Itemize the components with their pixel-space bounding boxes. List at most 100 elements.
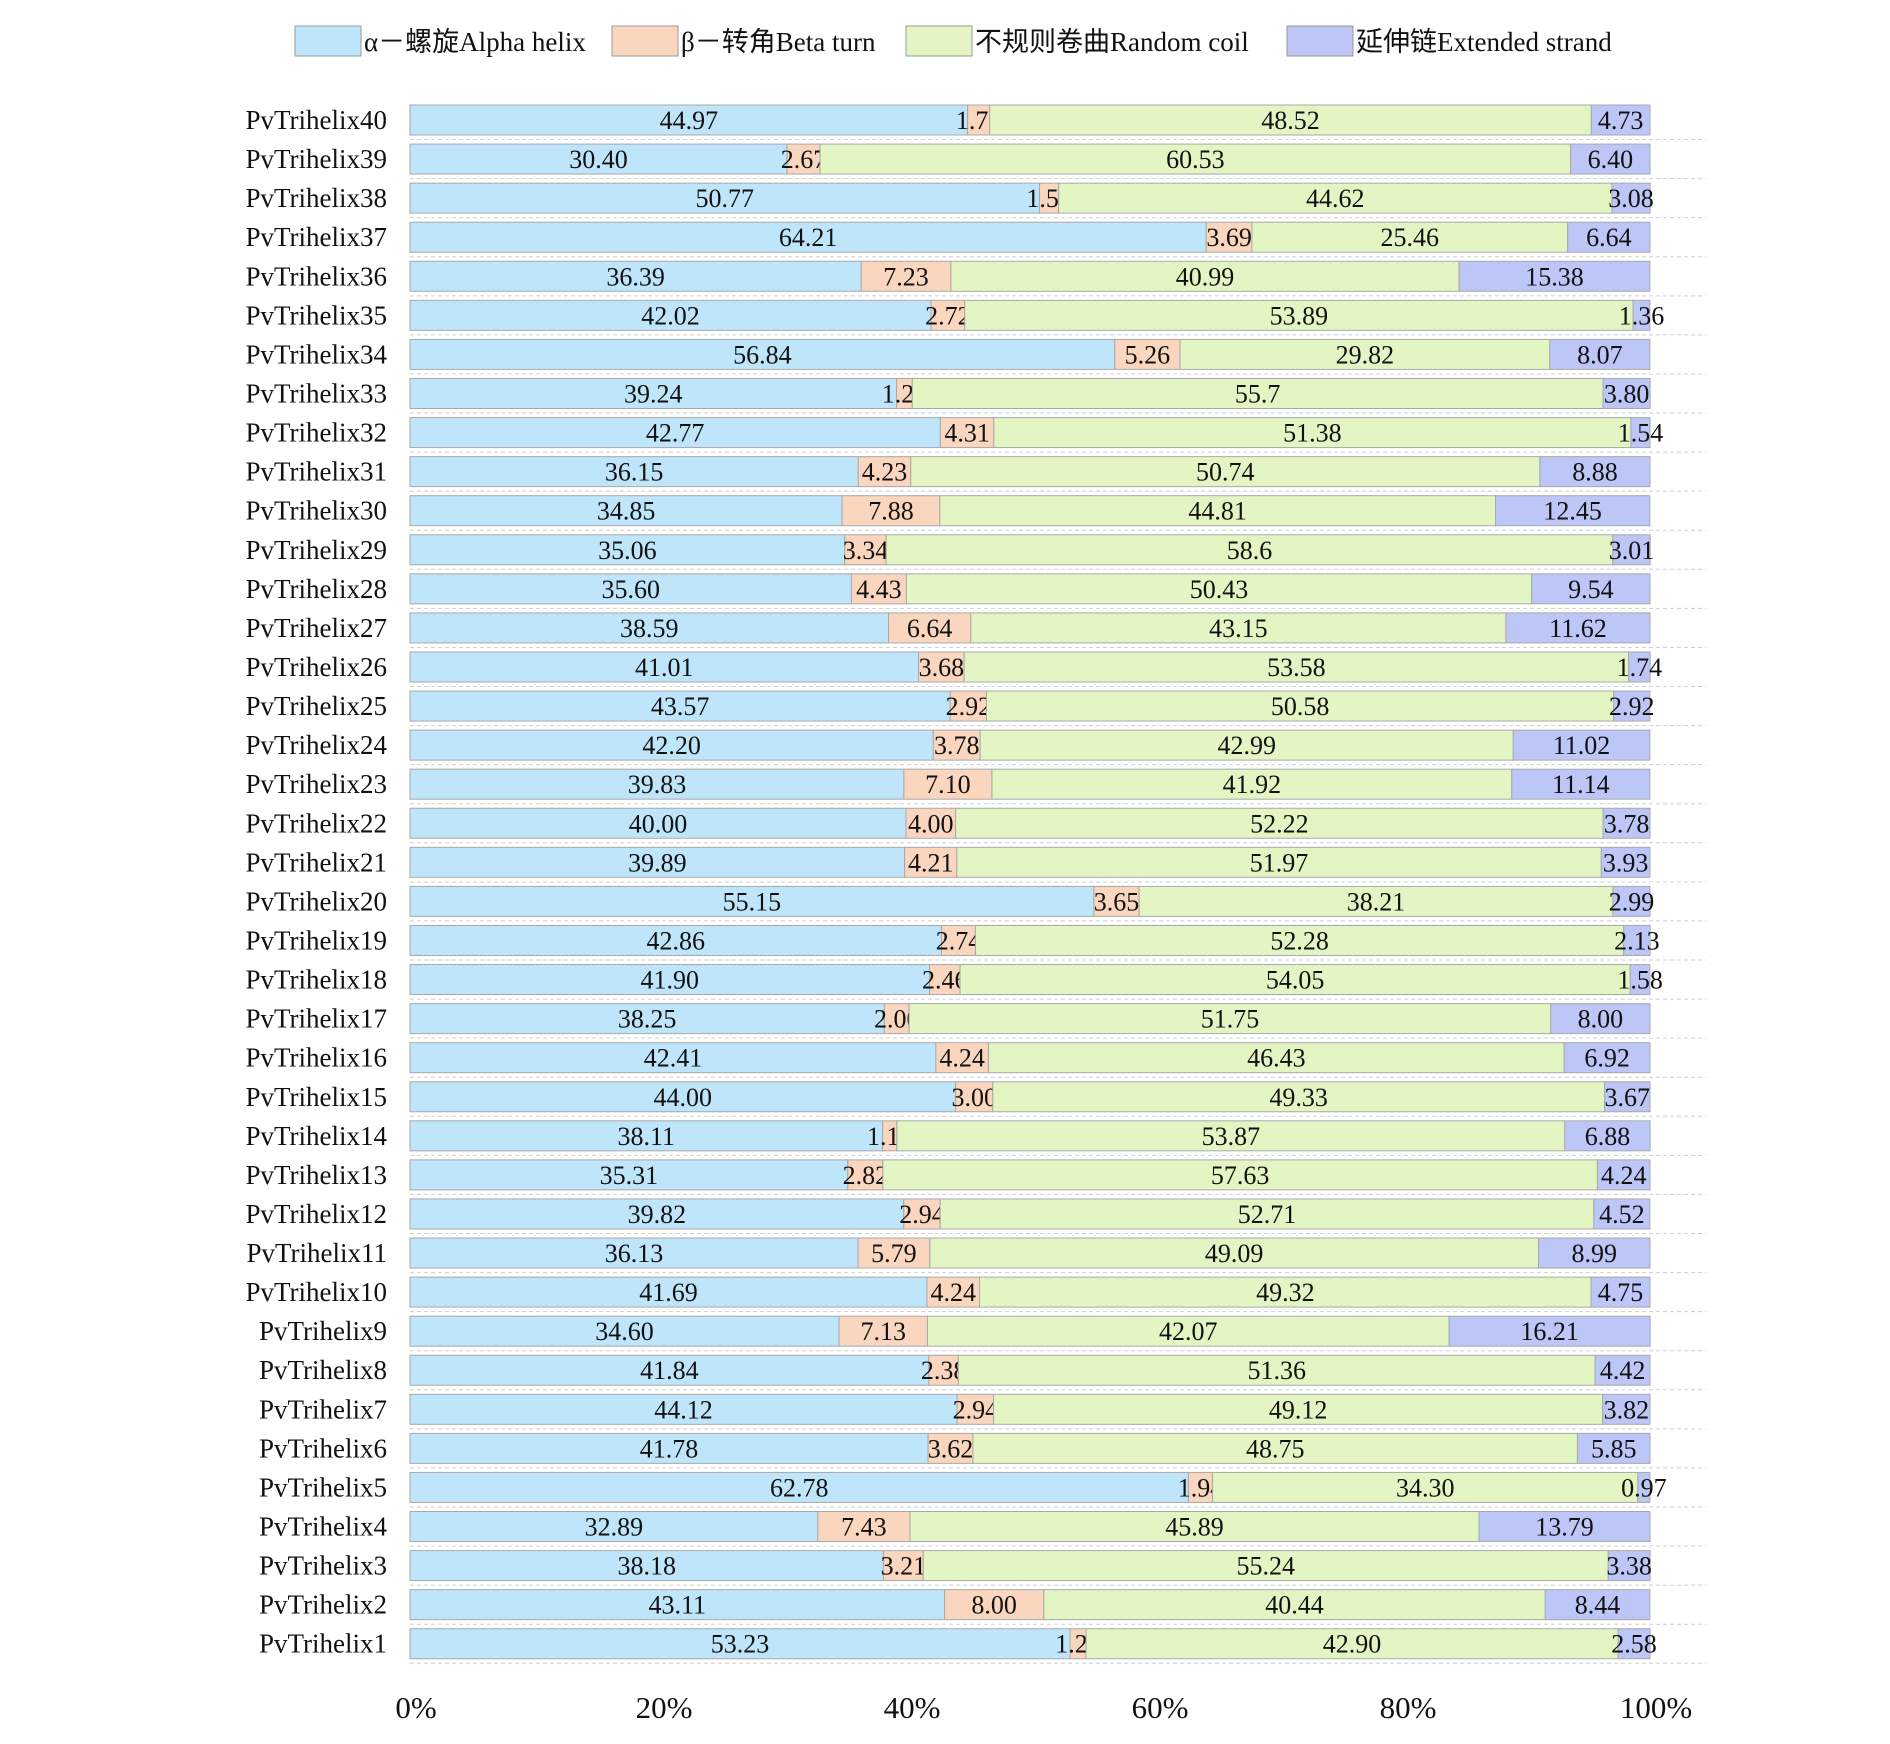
- data-label: 60.53: [1166, 145, 1225, 174]
- data-label: 5.79: [871, 1239, 917, 1268]
- category-label: PvTrihelix37: [245, 222, 387, 252]
- bar-segment: [409, 338, 1116, 370]
- data-label: 1.54: [1618, 419, 1664, 448]
- data-label: 1.36: [1619, 301, 1665, 330]
- data-label: 53.58: [1267, 653, 1326, 682]
- category-label: PvTrihelix33: [245, 378, 387, 408]
- bar-segment: [817, 1511, 911, 1543]
- category-label: PvTrihelix29: [245, 535, 387, 565]
- data-label: 48.75: [1246, 1434, 1305, 1463]
- bar-segment: [956, 1393, 995, 1425]
- data-label: 51.36: [1248, 1356, 1307, 1385]
- bar-segment: [993, 417, 1632, 449]
- data-label: 3.01: [1609, 536, 1655, 565]
- bar-segment: [1567, 221, 1651, 253]
- bar-row: 50.77 1.54 44.62 3.08: [409, 182, 1654, 214]
- data-label: 51.75: [1201, 1005, 1260, 1034]
- data-label: 40.00: [629, 809, 688, 838]
- bar-segment: [908, 1003, 1552, 1035]
- bar-row: 44.12 2.94 49.12 3.82: [409, 1393, 1651, 1425]
- data-label: 38.25: [618, 1005, 677, 1034]
- data-label: 41.92: [1223, 770, 1282, 799]
- data-label: 6.92: [1584, 1044, 1630, 1073]
- data-label: 55.24: [1236, 1552, 1295, 1581]
- bar-segment: [857, 456, 912, 488]
- data-label: 5.26: [1125, 340, 1171, 369]
- bar-row: 40.00 4.00 52.22 3.78: [409, 807, 1651, 839]
- data-label: 41.90: [641, 966, 700, 995]
- bar-segment: [930, 299, 966, 331]
- bar-segment: [888, 612, 972, 644]
- bar-segment: [1043, 1589, 1546, 1621]
- bar-segment: [409, 299, 932, 331]
- bar-row: 42.20 3.78 42.99 11.02: [409, 729, 1651, 761]
- bar-segment: [1593, 1198, 1651, 1230]
- data-label: 34.85: [597, 497, 656, 526]
- legend-item: 不规则卷曲Random coil: [905, 25, 1249, 57]
- data-label: 8.99: [1572, 1239, 1618, 1268]
- data-label: 36.15: [605, 458, 664, 487]
- bar-segment: [939, 495, 1496, 527]
- data-label: 42.86: [646, 926, 705, 955]
- bar-segment: [1632, 299, 1651, 331]
- data-label: 43.15: [1209, 614, 1268, 643]
- category-label: PvTrihelix27: [245, 613, 387, 643]
- category-label: PvTrihelix21: [245, 847, 387, 877]
- data-label: 7.23: [883, 262, 929, 291]
- category-label: PvTrihelix1: [259, 1629, 387, 1659]
- data-label: 7.43: [841, 1513, 887, 1542]
- bar-segment: [1628, 651, 1651, 683]
- data-label: 46.43: [1247, 1044, 1306, 1073]
- bar-segment: [1590, 104, 1651, 136]
- data-label: 49.12: [1269, 1395, 1328, 1424]
- bar-segment: [956, 846, 1602, 878]
- data-label: 39.24: [624, 379, 683, 408]
- data-label: 41.01: [635, 653, 694, 682]
- bar-segment: [963, 651, 1630, 683]
- bar-segment: [970, 612, 1507, 644]
- data-label: 41.69: [639, 1278, 698, 1307]
- data-label: 3.78: [934, 731, 980, 760]
- category-label: PvTrihelix7: [259, 1394, 387, 1424]
- data-label: 62.78: [770, 1473, 829, 1502]
- bar-segment: [918, 651, 965, 683]
- data-label: 42.07: [1159, 1317, 1218, 1346]
- data-label: 4.00: [908, 809, 954, 838]
- category-label: PvTrihelix2: [259, 1590, 387, 1620]
- bar-segment: [883, 1003, 910, 1035]
- bar-row: 39.82 2.94 52.71 4.52: [409, 1198, 1651, 1230]
- bar-segment: [939, 417, 995, 449]
- data-label: 53.23: [711, 1630, 770, 1659]
- bar-segment: [1494, 495, 1651, 527]
- data-label: 41.78: [640, 1434, 699, 1463]
- data-label: 4.24: [930, 1278, 976, 1307]
- bar-segment: [1576, 1432, 1651, 1464]
- bar-segment: [1602, 377, 1651, 409]
- bar-segment: [974, 924, 1625, 956]
- x-tick-label: 40%: [884, 1690, 941, 1725]
- bar-segment: [409, 768, 905, 800]
- data-label: 44.97: [660, 106, 719, 135]
- bar-segment: [991, 768, 1513, 800]
- bar-segment: [409, 495, 843, 527]
- data-label: 4.24: [1601, 1161, 1647, 1190]
- data-label: 2.92: [1609, 692, 1655, 721]
- bar-row: 39.24 1.27 55.7 3.80: [409, 377, 1651, 409]
- bar-segment: [1538, 1237, 1651, 1269]
- bar-segment: [1612, 534, 1651, 566]
- data-label: 9.54: [1568, 575, 1614, 604]
- data-label: 7.13: [860, 1317, 906, 1346]
- category-label: PvTrihelix4: [259, 1512, 388, 1542]
- data-label: 4.52: [1599, 1200, 1645, 1229]
- data-label: 39.83: [628, 770, 687, 799]
- bar-row: 42.41 4.24 46.43 6.92: [409, 1042, 1651, 1074]
- bar-row: 32.89 7.43 45.89 13.79: [409, 1511, 1651, 1543]
- data-label: 2.99: [1609, 887, 1655, 916]
- data-label: 2.13: [1614, 926, 1660, 955]
- bar-segment: [409, 573, 852, 605]
- bar-segment: [904, 846, 958, 878]
- data-label: 0.97: [1621, 1473, 1667, 1502]
- bar-row: 44.00 3.00 49.33 3.67: [409, 1081, 1651, 1113]
- category-label: PvTrihelix39: [245, 144, 387, 174]
- bar-segment: [885, 534, 1614, 566]
